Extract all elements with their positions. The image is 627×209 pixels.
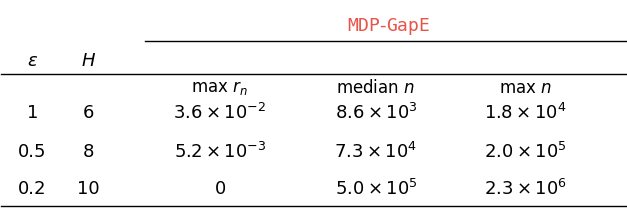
Text: median $n$: median $n$ — [337, 79, 416, 97]
Text: 1: 1 — [27, 104, 38, 122]
Text: max $n$: max $n$ — [499, 79, 552, 97]
Text: $H$: $H$ — [82, 52, 97, 70]
Text: $3.6 \times 10^{-2}$: $3.6 \times 10^{-2}$ — [173, 103, 266, 123]
Text: $5.0 \times 10^{5}$: $5.0 \times 10^{5}$ — [335, 179, 418, 199]
Text: 0.2: 0.2 — [18, 180, 47, 198]
Text: 10: 10 — [78, 180, 100, 198]
Text: 8: 8 — [83, 143, 95, 161]
Text: $5.2 \times 10^{-3}$: $5.2 \times 10^{-3}$ — [174, 142, 266, 162]
Text: $1.8 \times 10^{4}$: $1.8 \times 10^{4}$ — [485, 103, 567, 123]
Text: $2.0 \times 10^{5}$: $2.0 \times 10^{5}$ — [485, 142, 567, 162]
Text: 6: 6 — [83, 104, 95, 122]
Text: $7.3 \times 10^{4}$: $7.3 \times 10^{4}$ — [334, 142, 418, 162]
Text: max $r_n$: max $r_n$ — [191, 79, 248, 97]
Text: $0$: $0$ — [214, 180, 226, 198]
Text: $\mathtt{MDP\text{-}GapE}$: $\mathtt{MDP\text{-}GapE}$ — [347, 16, 430, 37]
Text: $2.3 \times 10^{6}$: $2.3 \times 10^{6}$ — [484, 179, 567, 199]
Text: $8.6 \times 10^{3}$: $8.6 \times 10^{3}$ — [335, 103, 418, 123]
Text: $\varepsilon$: $\varepsilon$ — [27, 52, 38, 70]
Text: 0.5: 0.5 — [18, 143, 47, 161]
